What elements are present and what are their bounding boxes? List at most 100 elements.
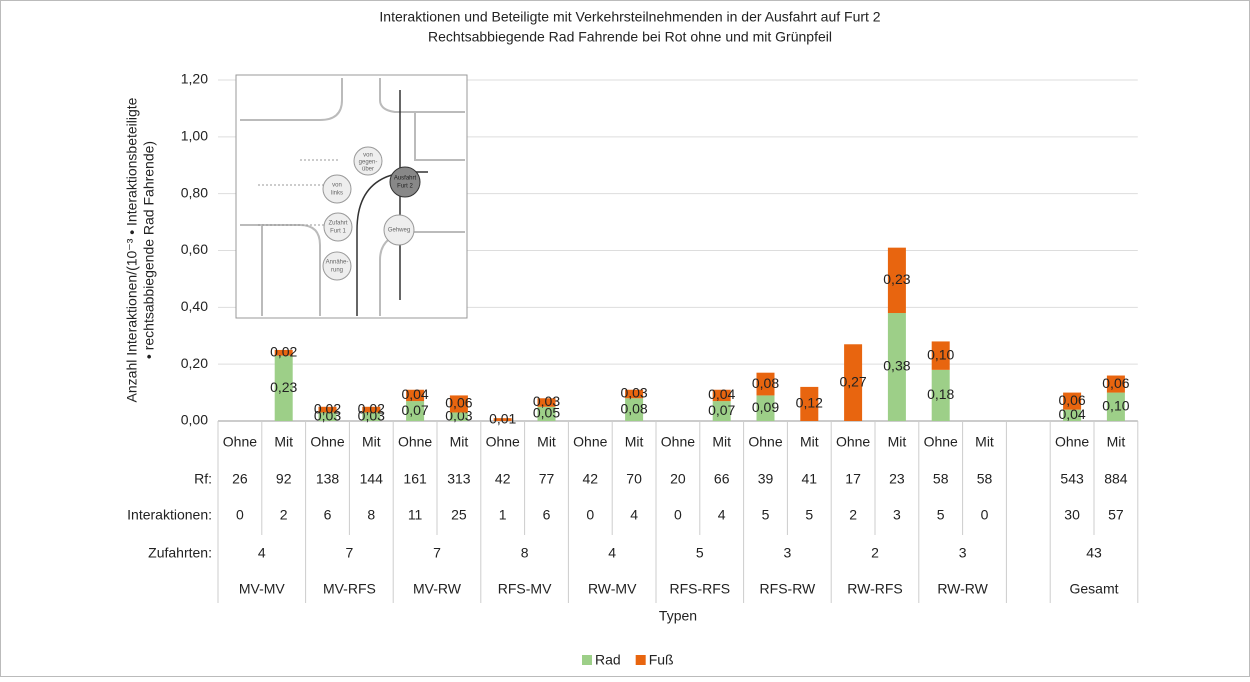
group-name: RFS-RW: [760, 581, 817, 597]
y-label-line: Anzahl Interaktionen/(10⁻³ • Interaktion…: [124, 97, 140, 402]
y-tick-label: 0,00: [181, 412, 208, 428]
legend-label: Fuß: [649, 652, 674, 668]
group-name: RFS-RFS: [669, 581, 730, 597]
bar-segment: [274, 355, 293, 421]
x-axis-title: Typen: [659, 608, 697, 624]
chart-subtitle: Rechtsabbiegende Rad Fahrende bei Rot oh…: [428, 29, 832, 45]
group-name: RW-RW: [937, 581, 988, 597]
table-cell: 884: [1104, 471, 1128, 487]
group-name: RFS-MV: [498, 581, 552, 597]
data-label: 0,03: [620, 385, 647, 401]
group-zufahrten: 3: [959, 545, 967, 561]
chart-title: Interaktionen und Beteiligte mit Verkehr…: [379, 9, 880, 25]
table-cell: 6: [543, 507, 551, 523]
x-tick-label: Ohne: [486, 434, 520, 450]
x-tick-label: Ohne: [310, 434, 344, 450]
x-tick-label: Ohne: [836, 434, 870, 450]
legend-swatch: [582, 655, 592, 665]
bar-segment: [931, 369, 950, 421]
bar-segment: [493, 418, 512, 421]
x-tick-label: Mit: [625, 434, 644, 450]
x-tick-label: Ohne: [661, 434, 695, 450]
inset-dashes: [258, 159, 340, 226]
bar-segment: [406, 401, 425, 421]
group-zufahrten: 4: [608, 545, 616, 561]
inset-node: [389, 166, 421, 198]
legend: Rad Fuß: [582, 652, 674, 668]
table-cell: 17: [845, 471, 861, 487]
bar-segment: [756, 395, 775, 421]
data-label: 0,23: [270, 379, 297, 395]
row-label: Rf:: [194, 471, 212, 487]
bar-segment: [756, 372, 775, 396]
table-cell: 66: [714, 471, 730, 487]
y-tick-label: 1,20: [181, 71, 208, 87]
bar-segment: [625, 398, 644, 421]
data-label: 0,08: [752, 375, 779, 391]
bar-segment: [1063, 392, 1082, 410]
table-cell: 58: [933, 471, 949, 487]
x-tick-label: Ohne: [748, 434, 782, 450]
inset-node: [353, 146, 383, 176]
group-zufahrten: 4: [258, 545, 266, 561]
y-tick-label: 0,20: [181, 355, 208, 371]
bar-segment: [625, 389, 644, 399]
bar-segment: [1106, 375, 1125, 393]
data-label: 0,18: [927, 386, 954, 402]
data-label: 0,02: [314, 400, 341, 416]
group-name: RW-RFS: [847, 581, 902, 597]
inset-label: Gehweg: [388, 228, 410, 234]
table-cell: 1: [499, 507, 507, 523]
data-label: 0,27: [839, 373, 866, 389]
table-cell: 543: [1060, 471, 1084, 487]
table-cell: 144: [360, 471, 384, 487]
y-tick-label: 0,80: [181, 184, 208, 200]
data-label: 0,04: [401, 386, 428, 402]
table-cell: 23: [889, 471, 905, 487]
x-tick-label: Ohne: [573, 434, 607, 450]
y-tick-label: 1,00: [181, 128, 208, 144]
bar-segment: [449, 395, 468, 413]
data-label: 0,04: [1058, 406, 1085, 422]
data-label: 0,10: [1102, 397, 1129, 413]
bar-segment: [887, 313, 906, 421]
legend-swatch: [635, 655, 646, 665]
data-label: 0,07: [708, 402, 735, 418]
row-label: Interaktionen:: [127, 507, 212, 523]
table-cell: 0: [981, 507, 989, 523]
inset-frame: [235, 74, 468, 319]
bar-segment: [800, 386, 819, 421]
bar-segment: [712, 401, 731, 421]
data-label: 0,03: [533, 393, 560, 409]
table-cell: 11: [408, 507, 423, 523]
bar-segment: [362, 406, 381, 413]
group-zufahrten: 8: [521, 545, 529, 561]
inset-label: über: [362, 167, 374, 173]
inset-node: [323, 212, 353, 242]
data-label: 0,10: [927, 346, 954, 362]
bar-segment: [887, 247, 906, 314]
group-zufahrten: 7: [433, 545, 441, 561]
bar-segment: [318, 406, 337, 413]
x-tick-label: Ohne: [1055, 434, 1089, 450]
y-axis-title: Anzahl Interaktionen/(10⁻³ • Interaktion…: [124, 97, 157, 402]
bar-segment: [537, 406, 556, 421]
table-cell: 42: [495, 471, 511, 487]
table-cell: 5: [805, 507, 813, 523]
row-label: Zufahrten:: [148, 545, 212, 561]
group-zufahrten: 43: [1086, 545, 1102, 561]
table-cell: 41: [802, 471, 818, 487]
table-cell: 0: [674, 507, 682, 523]
table-cell: 313: [447, 471, 471, 487]
x-tick-label: Mit: [537, 434, 556, 450]
bar-segment: [274, 349, 293, 356]
group-name: MV-RW: [413, 581, 462, 597]
data-label: 0,06: [1102, 375, 1129, 391]
table-cell: 70: [626, 471, 642, 487]
x-tick-label: Mit: [800, 434, 819, 450]
table-cell: 0: [236, 507, 244, 523]
x-tick-label: Mit: [975, 434, 994, 450]
group-zufahrten: 3: [784, 545, 792, 561]
inset-diagram: von gegen- über Ausfahrt Furt 2 von link…: [235, 74, 468, 319]
